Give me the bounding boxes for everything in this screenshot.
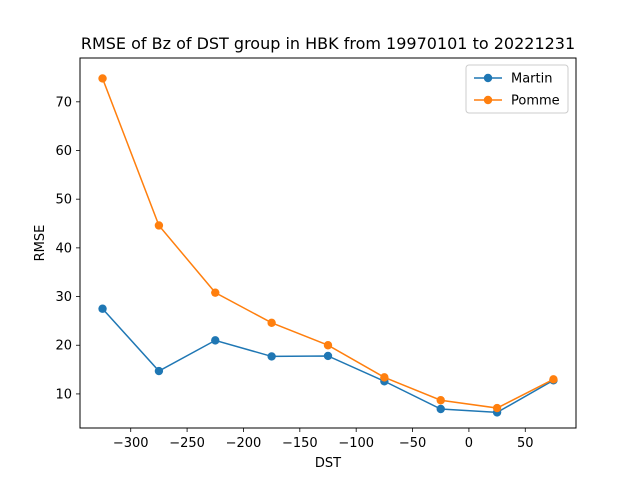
data-point-martin [154, 366, 164, 376]
legend: Martin Pomme [465, 64, 569, 114]
data-point-pomme [549, 375, 558, 384]
data-point-pomme [267, 318, 276, 328]
data-point-martin [98, 304, 107, 313]
x-tick-label: −150 [282, 436, 318, 451]
data-point-pomme [436, 396, 445, 405]
data-point-pomme [154, 221, 164, 230]
data-point-pomme [492, 403, 502, 413]
x-tick-label: −100 [338, 436, 374, 451]
y-tick-label: 50 [55, 193, 72, 208]
plot-frame [79, 57, 577, 429]
y-tick-label: 20 [55, 339, 72, 354]
y-tick-label: 30 [55, 290, 72, 305]
x-tick-label: −200 [226, 436, 262, 451]
data-point-martin [211, 336, 220, 345]
x-tick-label: 50 [517, 436, 534, 451]
axis-ticks: −300 −250 −200 −150 −100 −50 0 50 10 20 30 40 50 60 70 [55, 95, 533, 451]
data-point-pomme [211, 288, 220, 297]
legend-marker-martin [483, 73, 493, 83]
plot-area [98, 74, 558, 417]
x-tick-label: 0 [465, 436, 473, 451]
data-point-pomme [98, 74, 107, 83]
x-tick-label: −250 [169, 436, 205, 451]
y-axis-label: RMSE [33, 225, 48, 262]
legend-label-pomme: Pomme [511, 94, 560, 109]
y-tick-label: 40 [55, 241, 72, 256]
data-point-martin [436, 404, 445, 414]
legend-label-martin: Martin [511, 72, 552, 87]
data-point-pomme [380, 373, 389, 382]
chart-title: RMSE of Bz of DST group in HBK from 1997… [81, 34, 575, 53]
data-point-pomme [323, 341, 333, 350]
y-tick-label: 10 [55, 387, 72, 402]
y-tick-label: 60 [55, 144, 72, 159]
x-axis-label: DST [315, 456, 341, 471]
legend-marker-pomme [483, 95, 493, 105]
data-point-martin [267, 352, 276, 361]
data-point-martin [323, 351, 333, 361]
y-tick-label: 70 [55, 95, 72, 110]
x-tick-label: −300 [113, 436, 149, 451]
x-tick-label: −50 [399, 436, 426, 451]
